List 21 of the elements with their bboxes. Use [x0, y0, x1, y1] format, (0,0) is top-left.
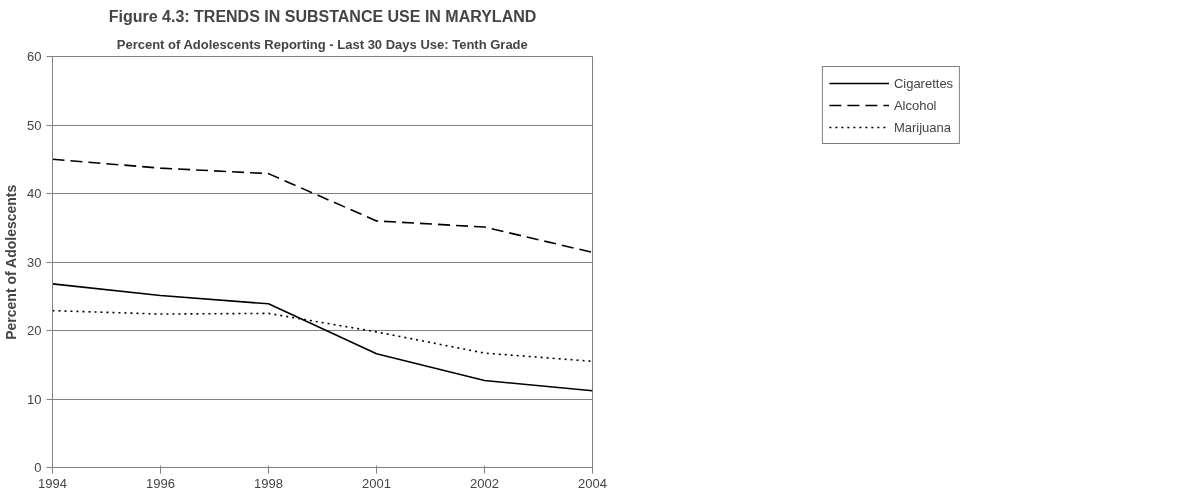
- x-tick-label: 2002: [470, 475, 499, 491]
- x-tick-label: 2004: [578, 475, 607, 491]
- y-tick-label: 40: [27, 186, 42, 201]
- chart-subtitle: Percent of Adolescents Reporting - Last 30 Days Use: Tenth Grade: [116, 36, 528, 52]
- x-tick-label: 1998: [254, 475, 283, 491]
- y-tick-label: 50: [27, 117, 42, 133]
- y-tick-label: 20: [27, 323, 42, 338]
- legend-label: Cigarettes: [893, 75, 954, 91]
- chart-title: Figure 4.3: TRENDS IN SUBSTANCE USE IN MARYLAND: [108, 7, 537, 25]
- y-tick-label: 10: [27, 391, 42, 407]
- y-tick-label: 30: [27, 254, 42, 270]
- x-tick-label: 1996: [146, 475, 175, 491]
- line-series: [52, 283, 593, 392]
- y-tick-label: 0: [34, 460, 42, 475]
- y-tick-label: 60: [27, 49, 42, 64]
- x-tick-label: 2001: [362, 475, 391, 491]
- x-tick-label: 1994: [38, 475, 67, 491]
- legend-label: Marijuana: [893, 119, 951, 135]
- legend-label: Alcohol: [893, 97, 937, 113]
- y-axis-title: Percent of Adolescents: [3, 184, 20, 340]
- line-series: [52, 158, 593, 254]
